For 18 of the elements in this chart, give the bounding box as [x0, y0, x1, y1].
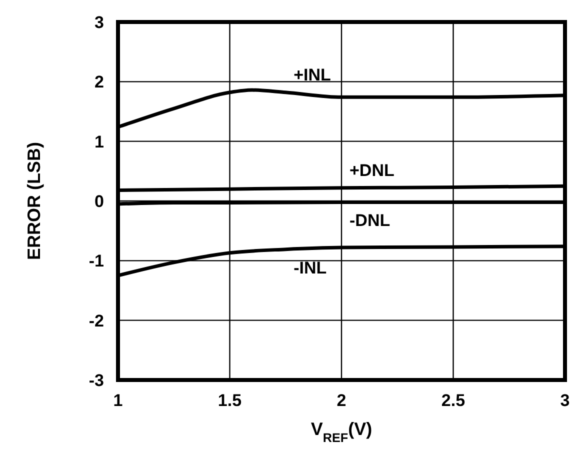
series-label: -DNL — [350, 211, 390, 230]
y-tick-label: -2 — [88, 311, 104, 330]
series-label: -INL — [294, 258, 327, 278]
x-tick-label: 1.5 — [218, 391, 242, 410]
x-tick-label: 1 — [113, 391, 123, 410]
x-tick-label: 2.5 — [441, 391, 466, 410]
y-tick-label: -3 — [88, 370, 104, 390]
series-label: +INL — [294, 65, 331, 84]
x-axis-title: V$_{REF}$(V) — [310, 419, 372, 445]
y-tick-label: 2 — [94, 72, 104, 92]
y-tick-label: -1 — [88, 252, 104, 271]
y-axis-title: ERROR (LSB) — [24, 142, 44, 260]
y-tick-label: 3 — [94, 12, 104, 32]
x-tick-label: 2 — [336, 391, 346, 410]
y-tick-label: 0 — [94, 192, 104, 211]
series-label: +DNL — [350, 160, 394, 180]
x-tick-label: 3 — [560, 391, 570, 410]
y-tick-label: 1 — [94, 132, 104, 152]
